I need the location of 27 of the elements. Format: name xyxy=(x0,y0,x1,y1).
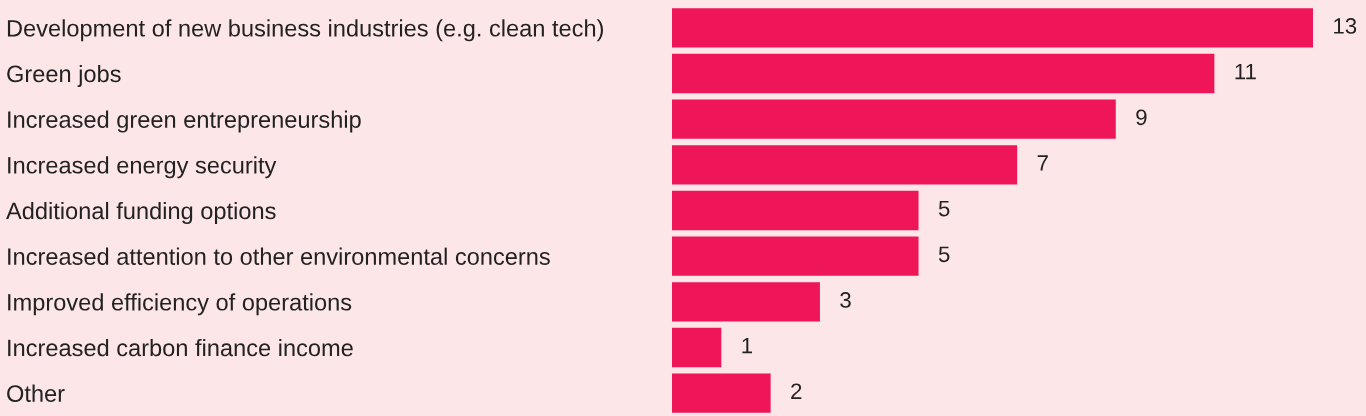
y-tick-label: Increased attention to other environmental concerns xyxy=(8,247,550,265)
bar xyxy=(672,99,1116,139)
data-label: 7 xyxy=(1037,155,1048,171)
y-tick-label: Improved efficiency of operations xyxy=(8,293,352,316)
y-tick-label: Increased energy security xyxy=(8,156,277,179)
y-tick-label: Development of new business industries (e.g. clean tech) xyxy=(7,19,603,42)
data-label: 13 xyxy=(1334,18,1357,34)
data-label: 5 xyxy=(938,246,950,263)
bar xyxy=(672,53,1215,94)
bar xyxy=(672,236,919,276)
data-label: 9 xyxy=(1136,109,1147,126)
bar xyxy=(672,8,1313,48)
bar xyxy=(672,190,919,231)
data-label: 11 xyxy=(1235,63,1256,80)
y-tick-label: Additional funding options xyxy=(6,201,276,224)
data-label: 5 xyxy=(938,200,950,217)
y-tick-label: Increased green entrepreneurship xyxy=(8,110,361,133)
y-tick-label: Green jobs xyxy=(7,64,121,87)
y-tick-label: Increased carbon finance income xyxy=(8,338,353,357)
bar xyxy=(672,145,1018,185)
bar xyxy=(672,327,722,368)
bar xyxy=(672,373,771,413)
data-label: 3 xyxy=(840,292,851,308)
y-tick-label: Other xyxy=(7,384,65,402)
bar xyxy=(672,282,820,322)
data-label: 2 xyxy=(791,383,802,399)
data-label: 1 xyxy=(742,337,753,354)
